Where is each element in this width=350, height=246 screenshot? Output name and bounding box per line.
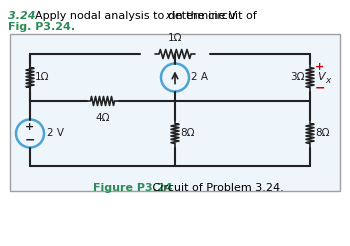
Text: 3Ω: 3Ω <box>290 73 305 82</box>
Text: Fig. P3.24.: Fig. P3.24. <box>8 22 75 32</box>
Text: 3.24: 3.24 <box>8 11 35 21</box>
Text: 8Ω: 8Ω <box>180 128 195 138</box>
Text: Apply nodal analysis to determine V: Apply nodal analysis to determine V <box>35 11 237 21</box>
Text: 2 A: 2 A <box>191 73 208 82</box>
Text: 8Ω: 8Ω <box>315 128 329 138</box>
FancyBboxPatch shape <box>10 34 340 191</box>
Text: 2 V: 2 V <box>47 128 64 138</box>
Text: 1Ω: 1Ω <box>168 33 182 43</box>
Text: V: V <box>317 72 325 81</box>
Text: −: − <box>25 134 35 147</box>
Text: in the circuit of: in the circuit of <box>169 11 257 21</box>
Text: +: + <box>25 123 35 133</box>
Text: 1Ω: 1Ω <box>35 73 49 82</box>
Text: +: + <box>315 62 324 73</box>
Text: x: x <box>325 76 330 85</box>
Text: Circuit of Problem 3.24.: Circuit of Problem 3.24. <box>149 183 284 193</box>
Text: −: − <box>315 81 326 94</box>
Text: Figure P3.24: Figure P3.24 <box>93 183 173 193</box>
Text: 4Ω: 4Ω <box>95 113 110 123</box>
Text: x: x <box>165 11 171 21</box>
